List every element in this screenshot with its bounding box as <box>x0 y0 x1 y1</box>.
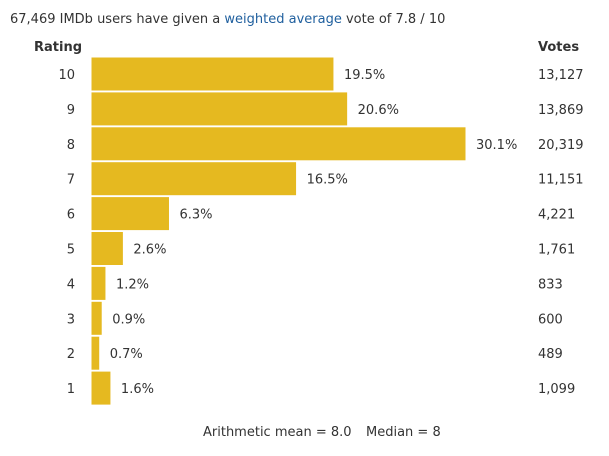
rating-bar[interactable] <box>90 56 335 92</box>
summary-suffix: vote of 7.8 / 10 <box>342 12 446 27</box>
rating-bar[interactable] <box>90 265 107 301</box>
summary-text: 67,469 IMDb users have given a weighted … <box>10 12 445 27</box>
percent-label: 1.6% <box>121 382 154 397</box>
percent-label: 16.5% <box>307 173 348 188</box>
percent-label: 1.2% <box>116 277 149 292</box>
votes-count: 489 <box>538 347 563 362</box>
votes-header: Votes <box>538 40 579 55</box>
rating-label: 4 <box>67 277 75 292</box>
rating-bar[interactable] <box>90 300 103 336</box>
rating-label: 10 <box>58 68 75 83</box>
votes-count: 1,761 <box>538 243 575 258</box>
percent-label: 2.6% <box>133 243 166 258</box>
rating-label: 5 <box>67 243 75 258</box>
rating-bar[interactable] <box>90 370 112 406</box>
rating-bar[interactable] <box>90 231 124 266</box>
weighted-average-link[interactable]: weighted average <box>224 12 341 27</box>
rating-bar[interactable] <box>90 161 298 197</box>
percent-label: 30.1% <box>476 138 517 153</box>
rating-label: 1 <box>67 382 75 397</box>
rating-label: 3 <box>67 312 75 327</box>
rating-bar[interactable] <box>90 196 170 232</box>
median: Median = 8 <box>366 425 441 440</box>
votes-count: 833 <box>538 277 563 292</box>
percent-label: 0.9% <box>112 312 145 327</box>
votes-count: 20,319 <box>538 138 584 153</box>
percent-label: 6.3% <box>179 208 212 223</box>
votes-count: 600 <box>538 312 563 327</box>
rating-bar[interactable] <box>90 91 349 127</box>
summary-prefix: 67,469 IMDb users have given a <box>10 12 224 27</box>
votes-count: 11,151 <box>538 173 584 188</box>
rating-bar[interactable] <box>90 335 101 371</box>
rating-label: 9 <box>67 103 75 118</box>
rating-header: Rating <box>34 40 82 55</box>
percent-label: 19.5% <box>344 68 385 83</box>
rating-label: 6 <box>67 208 75 223</box>
votes-count: 13,869 <box>538 103 584 118</box>
arithmetic-mean: Arithmetic mean = 8.0 <box>203 425 352 440</box>
votes-count: 13,127 <box>538 68 584 83</box>
rating-label: 8 <box>67 138 75 153</box>
percent-label: 20.6% <box>358 103 399 118</box>
votes-count: 1,099 <box>538 382 575 397</box>
rating-bar[interactable] <box>90 126 467 162</box>
rating-label: 2 <box>67 347 75 362</box>
rating-label: 7 <box>67 173 75 188</box>
votes-count: 4,221 <box>538 208 575 223</box>
percent-label: 0.7% <box>110 347 143 362</box>
